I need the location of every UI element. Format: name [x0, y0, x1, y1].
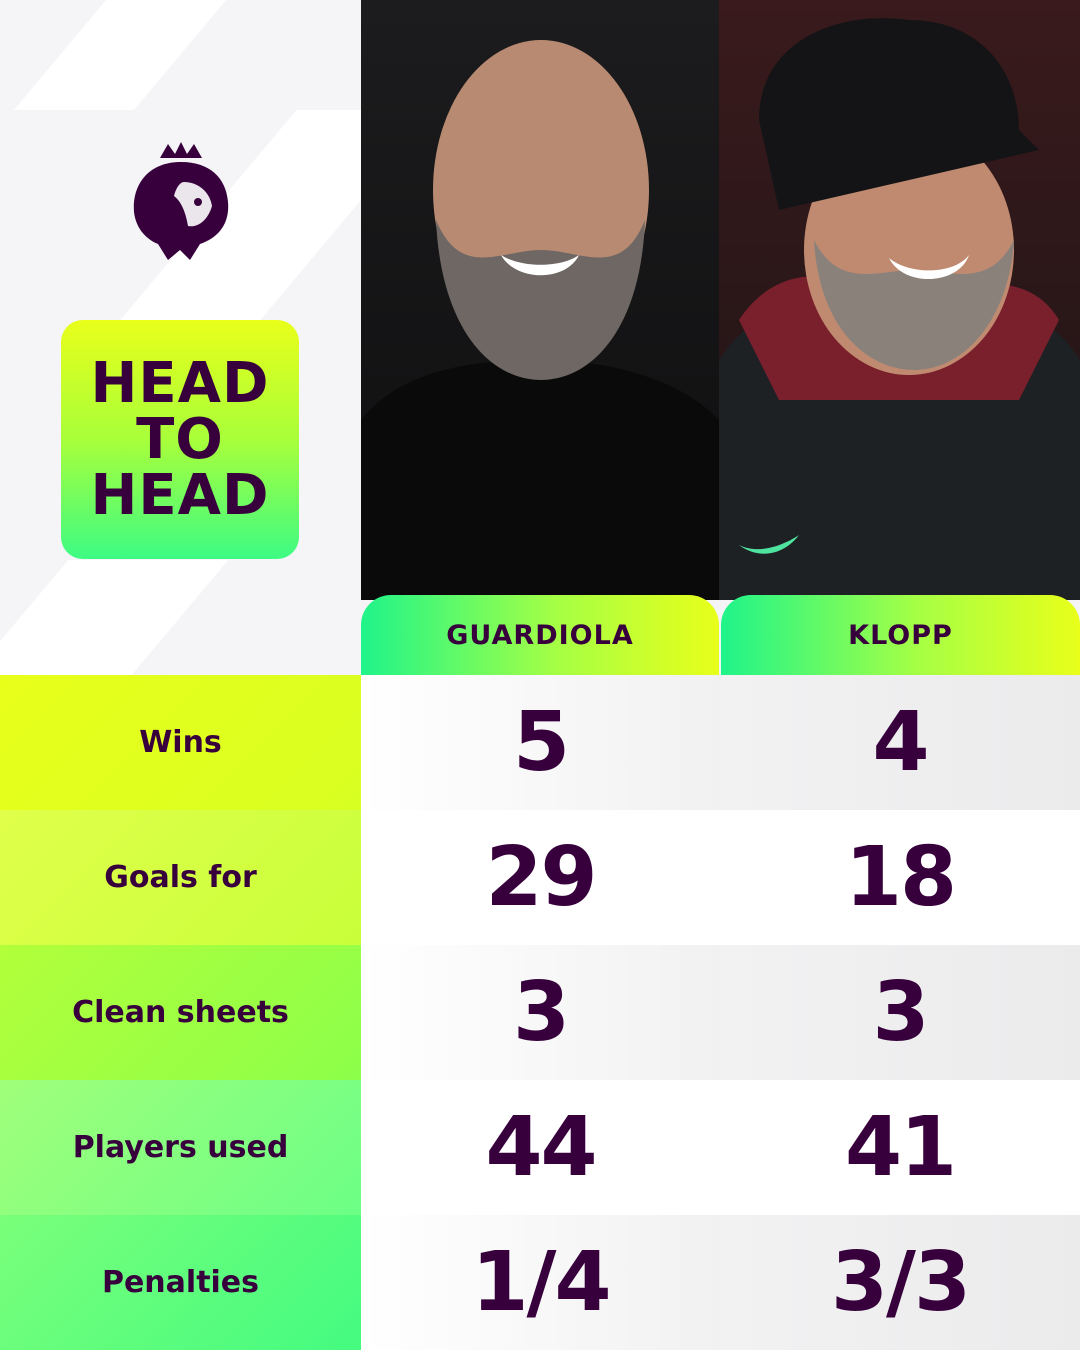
stat-value-guardiola: 5: [361, 675, 720, 810]
stat-value-klopp: 18: [844, 830, 957, 925]
stat-value-guardiola: 44: [361, 1080, 720, 1215]
stat-label: Wins: [0, 675, 361, 810]
stat-value-klopp: 4: [720, 675, 1080, 810]
manager-tab-klopp: KLOPP: [721, 595, 1080, 675]
premier-league-lion-logo: [133, 142, 229, 260]
badge-line: HEAD: [90, 462, 270, 528]
stat-label: Goals for: [0, 810, 361, 945]
stat-value-guardiola: 29: [485, 830, 597, 925]
stat-value-klopp: 3: [720, 945, 1080, 1080]
stat-value-klopp: 41: [720, 1080, 1080, 1215]
stat-value-klopp: 3/3: [720, 1215, 1080, 1350]
stat-label: Players used: [0, 1080, 361, 1215]
stat-value-guardiola: 3: [361, 945, 720, 1080]
stat-value-guardiola: 1/4: [361, 1215, 720, 1350]
decorative-stripe: [0, 560, 229, 675]
badge-line: HEAD: [90, 350, 270, 416]
manager-tab-guardiola: GUARDIOLA: [361, 595, 719, 675]
stat-row-penalties: Penalties 1/4 3/3: [0, 1215, 1080, 1350]
stat-value-guardiola: [361, 810, 1080, 945]
stat-label: Penalties: [0, 1215, 361, 1350]
header-panel: HEAD TO HEAD: [0, 0, 361, 675]
stat-row-players-used: Players used 44 41: [0, 1080, 1080, 1215]
stat-row-clean-sheets: Clean sheets 3 3: [0, 945, 1080, 1080]
decorative-stripe: [13, 0, 227, 110]
badge-line: TO: [136, 406, 224, 472]
manager-name: GUARDIOLA: [446, 619, 634, 651]
guardiola-photo: [361, 0, 719, 600]
stat-label: Clean sheets: [0, 945, 361, 1080]
stat-row-goals-for: Goals for 29 18: [0, 810, 1080, 945]
head-to-head-badge: HEAD TO HEAD: [61, 320, 299, 559]
manager-name: KLOPP: [848, 619, 953, 651]
klopp-photo: [719, 0, 1080, 600]
stat-row-wins: Wins 5 4: [0, 675, 1080, 810]
